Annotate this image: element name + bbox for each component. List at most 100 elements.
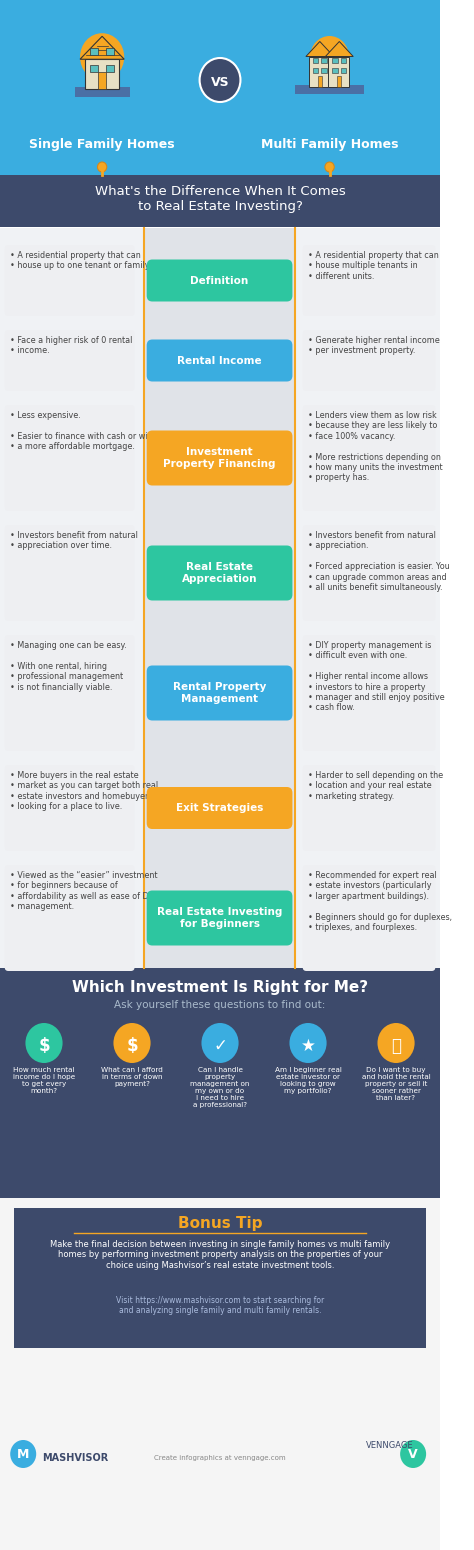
Text: Rental Income: Rental Income xyxy=(177,355,262,366)
Text: • Managing one can be easy.

• With one rental, hiring
• professional management: • Managing one can be easy. • With one r… xyxy=(10,642,127,691)
Bar xyxy=(106,65,114,71)
Bar xyxy=(90,65,98,71)
Text: Visit https://www.mashvisor.com to start searching for
and analyzing single fami: Visit https://www.mashvisor.com to start… xyxy=(116,1296,324,1316)
Text: Ask yourself these questions to find out:: Ask yourself these questions to find out… xyxy=(114,1000,326,1011)
FancyBboxPatch shape xyxy=(5,636,135,752)
FancyBboxPatch shape xyxy=(303,636,436,752)
Bar xyxy=(321,68,327,73)
Bar xyxy=(332,57,338,64)
Text: How much rental
income do I hope
to get every
month?: How much rental income do I hope to get … xyxy=(13,1066,75,1094)
Text: Real Estate
Appreciation: Real Estate Appreciation xyxy=(182,563,257,584)
FancyBboxPatch shape xyxy=(5,766,135,851)
Text: Can I handle
property
management on
my own or do
I need to hire
a professional?: Can I handle property management on my o… xyxy=(191,1066,250,1108)
Circle shape xyxy=(400,1440,426,1468)
Bar xyxy=(313,57,319,64)
Bar xyxy=(295,85,365,95)
Text: Bonus Tip: Bonus Tip xyxy=(178,1217,262,1231)
Text: • Harder to sell depending on the
• location and your real estate
• marketing st: • Harder to sell depending on the • loca… xyxy=(308,770,443,801)
Text: • A residential property that can
• house up to one tenant or family.: • A residential property that can • hous… xyxy=(10,251,151,270)
Bar xyxy=(74,87,130,98)
FancyBboxPatch shape xyxy=(146,787,292,829)
Bar xyxy=(14,1207,426,1348)
Text: ⏰: ⏰ xyxy=(391,1037,401,1056)
Text: Create infographics at venngage.com: Create infographics at venngage.com xyxy=(154,1455,286,1462)
FancyBboxPatch shape xyxy=(303,245,436,316)
FancyBboxPatch shape xyxy=(146,891,292,945)
Text: Real Estate Investing
for Beginners: Real Estate Investing for Beginners xyxy=(157,907,282,928)
Text: Single Family Homes: Single Family Homes xyxy=(29,138,175,150)
FancyBboxPatch shape xyxy=(146,339,292,381)
Text: ✓: ✓ xyxy=(213,1037,227,1056)
Circle shape xyxy=(325,163,334,172)
Bar xyxy=(318,76,322,87)
Bar xyxy=(321,57,327,64)
Bar xyxy=(98,71,106,88)
Text: Am I beginner real
estate investor or
looking to grow
my portfolio?: Am I beginner real estate investor or lo… xyxy=(274,1066,341,1094)
Text: What's the Difference When It Comes
to Real Estate Investing?: What's the Difference When It Comes to R… xyxy=(95,184,346,212)
Circle shape xyxy=(98,163,107,172)
Text: • Viewed as the “easier” investment
• for beginners because of
• affordability a: • Viewed as the “easier” investment • fo… xyxy=(10,871,158,911)
Text: Exit Strategies: Exit Strategies xyxy=(176,803,263,814)
Text: • DIY property management is
• difficult even with one.

• Higher rental income : • DIY property management is • difficult… xyxy=(308,642,445,713)
Bar xyxy=(332,68,338,73)
Text: • Recommended for expert real
• estate investors (particularly
• larger apartmen: • Recommended for expert real • estate i… xyxy=(308,871,452,932)
Bar xyxy=(341,68,346,73)
Bar xyxy=(309,56,329,87)
Text: What can I afford
in terms of down
payment?: What can I afford in terms of down payme… xyxy=(101,1066,163,1087)
Circle shape xyxy=(200,57,240,102)
FancyBboxPatch shape xyxy=(5,865,135,970)
Text: $: $ xyxy=(38,1037,50,1056)
Text: Which Investment Is Right for Me?: Which Investment Is Right for Me? xyxy=(72,980,368,995)
Circle shape xyxy=(113,1023,151,1063)
Bar xyxy=(313,68,319,73)
Bar xyxy=(0,0,440,175)
FancyBboxPatch shape xyxy=(146,665,292,721)
FancyBboxPatch shape xyxy=(303,405,436,512)
FancyBboxPatch shape xyxy=(5,405,135,512)
FancyBboxPatch shape xyxy=(303,865,436,970)
Bar xyxy=(0,175,440,226)
Circle shape xyxy=(377,1023,415,1063)
Bar xyxy=(337,76,341,87)
Text: V: V xyxy=(408,1448,418,1460)
Circle shape xyxy=(26,1023,63,1063)
FancyBboxPatch shape xyxy=(5,245,135,316)
Bar xyxy=(328,56,349,87)
FancyBboxPatch shape xyxy=(303,525,436,622)
FancyBboxPatch shape xyxy=(146,259,292,302)
FancyBboxPatch shape xyxy=(5,330,135,391)
Bar xyxy=(90,48,98,54)
Circle shape xyxy=(201,1023,238,1063)
FancyBboxPatch shape xyxy=(5,525,135,622)
Text: • Lenders view them as low risk
• because they are less likely to
• face 100% va: • Lenders view them as low risk • becaus… xyxy=(308,411,443,482)
Text: Make the final decision between investing in single family homes vs multi family: Make the final decision between investin… xyxy=(50,1240,390,1269)
Text: VENNGAGE: VENNGAGE xyxy=(366,1442,414,1451)
Bar xyxy=(0,969,440,1198)
Text: • More buyers in the real estate
• market as you can target both real
• estate i: • More buyers in the real estate • marke… xyxy=(10,770,158,811)
Text: ★: ★ xyxy=(301,1037,316,1056)
Text: • Investors benefit from natural
• appreciation over time.: • Investors benefit from natural • appre… xyxy=(10,532,138,550)
Text: M: M xyxy=(17,1448,29,1460)
Text: Definition: Definition xyxy=(191,276,249,285)
Polygon shape xyxy=(306,42,334,56)
Text: Investment
Property Financing: Investment Property Financing xyxy=(164,448,276,468)
Bar xyxy=(341,57,346,64)
Text: VS: VS xyxy=(211,76,229,90)
Circle shape xyxy=(290,1023,327,1063)
Text: MASHVISOR: MASHVISOR xyxy=(42,1452,108,1463)
Text: • Generate higher rental income
• per investment property.: • Generate higher rental income • per in… xyxy=(308,336,440,355)
Bar xyxy=(0,1198,440,1358)
Text: $: $ xyxy=(126,1037,138,1056)
Bar xyxy=(85,59,119,88)
Polygon shape xyxy=(325,42,353,56)
Circle shape xyxy=(310,36,349,78)
Text: Rental Property
Management: Rental Property Management xyxy=(173,682,266,704)
Text: Multi Family Homes: Multi Family Homes xyxy=(261,138,398,150)
Circle shape xyxy=(10,1440,36,1468)
FancyBboxPatch shape xyxy=(303,766,436,851)
Text: Do I want to buy
and hold the rental
property or sell it
sooner rather
than late: Do I want to buy and hold the rental pro… xyxy=(362,1066,430,1100)
FancyBboxPatch shape xyxy=(303,330,436,391)
Bar xyxy=(106,48,114,54)
FancyBboxPatch shape xyxy=(146,431,292,485)
FancyBboxPatch shape xyxy=(146,546,292,600)
